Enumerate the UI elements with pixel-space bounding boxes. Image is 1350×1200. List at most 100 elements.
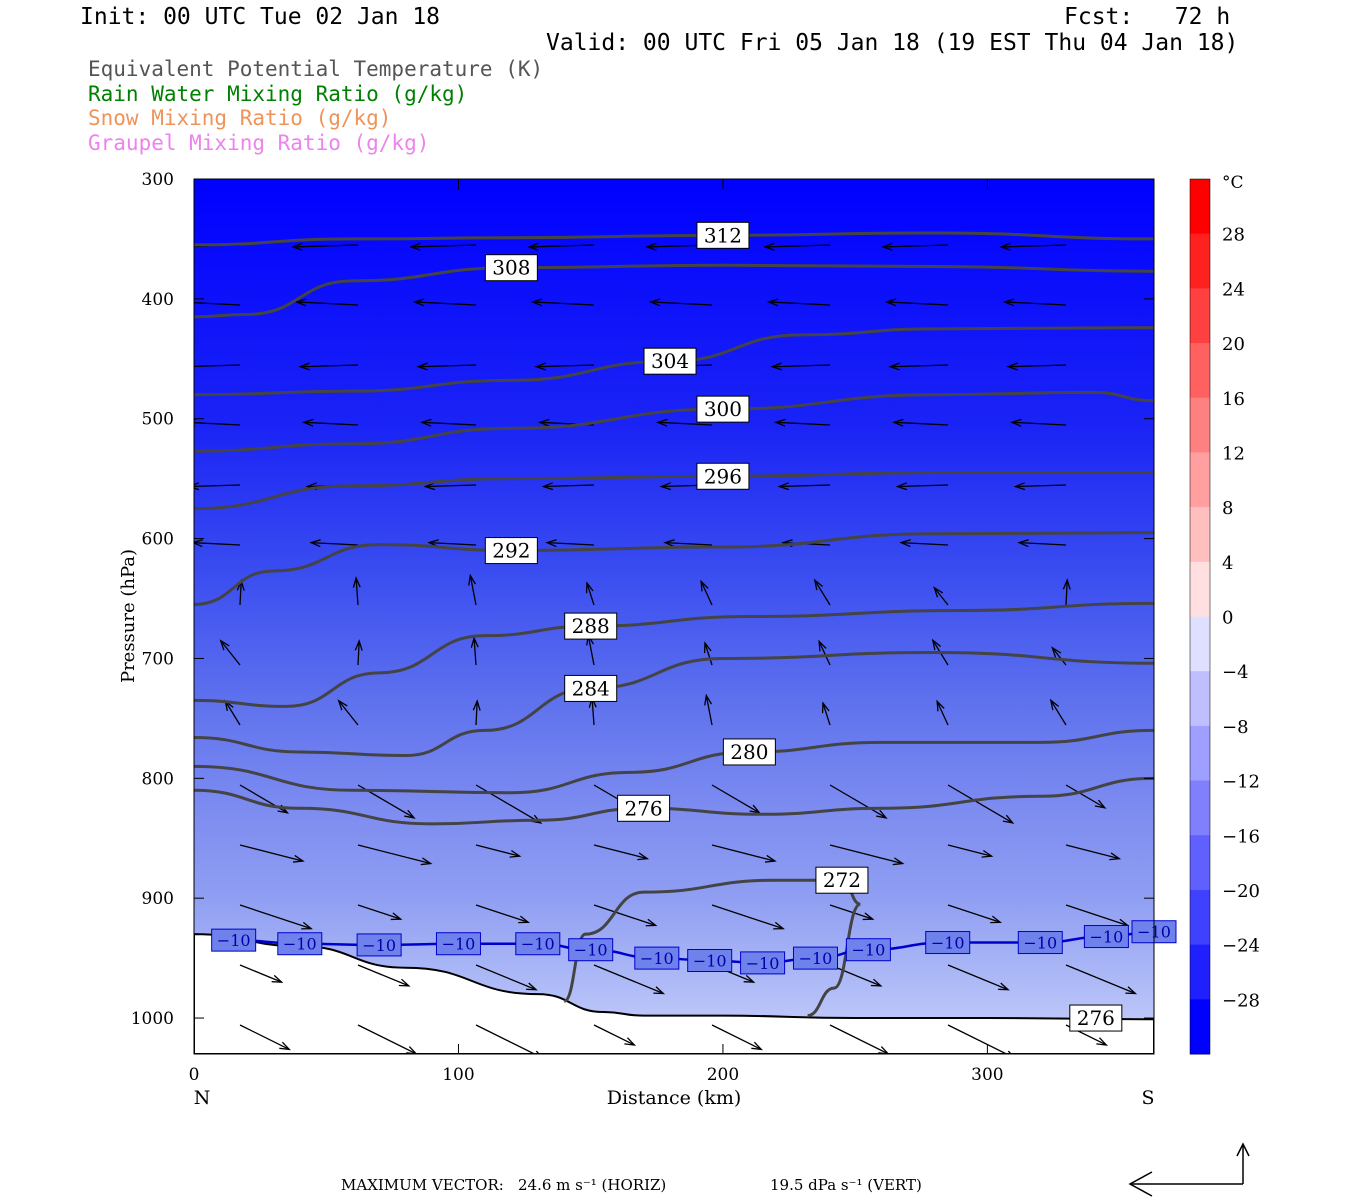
- svg-text:280: 280: [730, 740, 768, 764]
- wind-vector-icon: [829, 784, 888, 819]
- temperature-contour-label: −10: [925, 931, 971, 955]
- colorbar-segment: [1190, 780, 1210, 836]
- colorbar-tick-label: −16: [1222, 826, 1260, 847]
- svg-text:−10: −10: [521, 935, 555, 954]
- wind-vector-icon: [593, 964, 666, 995]
- wind-vector-icon: [704, 693, 713, 726]
- svg-text:−10: −10: [1023, 934, 1057, 953]
- temperature-contour-label: −10: [845, 938, 891, 962]
- temperature-contour-label: −10: [211, 928, 257, 952]
- wind-vector-icon: [947, 964, 1010, 991]
- wind-vector-icon: [357, 844, 433, 866]
- temperature-contour-label: −10: [1017, 931, 1063, 955]
- svg-text:276: 276: [624, 796, 662, 820]
- colorbar-segment: [1190, 835, 1210, 891]
- theta-e-contour: [194, 471, 1154, 511]
- wind-vector-icon: [829, 964, 883, 987]
- wind-vector-icon: [829, 904, 875, 921]
- wind-vector-icon: [1065, 844, 1122, 861]
- wind-vector-icon: [947, 904, 1003, 924]
- svg-text:272: 272: [823, 868, 861, 892]
- wind-vector-icon: [888, 362, 949, 371]
- colorbar-segment: [1190, 233, 1210, 289]
- colorbar-segment: [1190, 889, 1210, 946]
- temperature-contour-label: −10: [634, 946, 680, 970]
- theta-e-contour-label: 304: [643, 347, 697, 375]
- colorbar-tick-label: 0: [1222, 608, 1233, 629]
- wind-vector-icon: [475, 1024, 541, 1054]
- colorbar-segment: [1190, 999, 1210, 1055]
- svg-text:−10: −10: [851, 941, 885, 960]
- wind-vector-icon: [711, 904, 785, 930]
- wind-vector-icon: [239, 904, 313, 930]
- svg-text:312: 312: [704, 223, 742, 247]
- wind-vector-icon: [472, 699, 481, 726]
- theta-e-contour: [194, 263, 1154, 319]
- wind-vector-icon: [194, 482, 241, 491]
- x-right-end-label: S: [1141, 1087, 1154, 1109]
- temperature-contour-label: −10: [277, 932, 323, 956]
- wind-vector-icon: [194, 364, 241, 368]
- x-tick-label: 100: [442, 1065, 474, 1085]
- x-axis-label: Distance (km): [607, 1087, 742, 1109]
- theta-e-contour: [194, 390, 1154, 453]
- y-tick-label: 800: [142, 769, 174, 789]
- theta-e-contour: [563, 878, 862, 1018]
- y-tick-label: 600: [142, 530, 174, 550]
- colorbar-tick-label: −28: [1222, 990, 1260, 1011]
- wind-vector-icon: [766, 298, 831, 307]
- temperature-contour-label: −10: [687, 949, 733, 973]
- theta-e-contour-label: 308: [484, 254, 538, 282]
- y-tick-label: 500: [142, 410, 174, 430]
- y-tick-label: 400: [142, 290, 174, 310]
- wind-vector-icon: [194, 539, 241, 548]
- wind-vector-icon: [1013, 482, 1067, 491]
- theta-e-contour: [194, 531, 1154, 607]
- wind-vector-icon: [947, 844, 994, 858]
- wind-vector-icon: [194, 418, 241, 427]
- terrain-mask: [194, 933, 1154, 1054]
- theta-e-contour-label: 272: [815, 866, 869, 894]
- svg-text:308: 308: [492, 256, 530, 280]
- wind-vector-icon: [354, 639, 363, 666]
- theta-e-contour-label: 284: [564, 674, 618, 702]
- wind-vector-icon: [239, 844, 305, 863]
- init-time: Init: 00 UTC Tue 02 Jan 18: [80, 4, 441, 30]
- wind-vector-icon: [891, 418, 949, 427]
- wind-vector-icon: [813, 578, 831, 606]
- temperature-contour-label: −10: [740, 951, 786, 975]
- wind-vector-icon: [1051, 646, 1067, 666]
- svg-text:−10: −10: [931, 934, 965, 953]
- svg-text:−10: −10: [442, 935, 476, 954]
- forecast-hour: Fcst: 72 h: [1064, 4, 1231, 30]
- colorbar-segment: [1190, 452, 1210, 508]
- colorbar-segment: [1190, 944, 1210, 1000]
- theta-e-contour: [194, 728, 1154, 795]
- colorbar-tick-label: −8: [1222, 717, 1249, 738]
- y-axis-label: Pressure (hPa): [118, 549, 139, 683]
- colorbar-tick-label: −12: [1222, 772, 1260, 793]
- svg-text:296: 296: [704, 464, 742, 488]
- max-vector-vert: 19.5 dPa s⁻¹ (VERT): [770, 1176, 922, 1194]
- legend-rain-water: Rain Water Mixing Ratio (g/kg): [88, 82, 468, 106]
- wind-vector-icon: [530, 298, 595, 307]
- colorbar-frame: [1189, 178, 1211, 1055]
- wind-vector-icon: [298, 362, 359, 371]
- colorbar-segment: [1190, 616, 1210, 672]
- wind-vector-icon: [1062, 578, 1071, 606]
- x-tick-label: 300: [971, 1065, 1003, 1085]
- temperature-contour-label: −10: [568, 938, 614, 962]
- legend-equiv-pot-temp: Equivalent Potential Temperature (K): [88, 57, 544, 81]
- wind-vector-icon: [593, 844, 650, 861]
- colorbar-unit-label: °C: [1222, 173, 1244, 193]
- svg-text:−10: −10: [799, 949, 833, 968]
- svg-text:292: 292: [492, 539, 530, 563]
- wind-vector-icon: [655, 418, 713, 427]
- svg-text:−10: −10: [640, 949, 674, 968]
- wind-vector-icon: [423, 482, 477, 491]
- temperature-contour-label: −10: [356, 933, 402, 957]
- theta-e-contour-label: 300: [696, 395, 750, 423]
- wind-vector-icon: [947, 1024, 1013, 1054]
- colorbar-segment: [1190, 343, 1210, 399]
- colorbar-segment: [1190, 671, 1210, 727]
